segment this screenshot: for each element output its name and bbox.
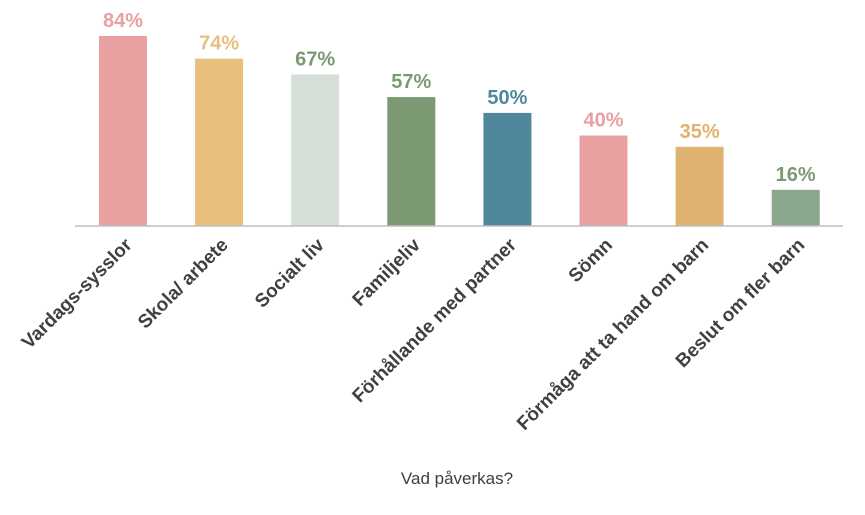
category-label-4: Familjeliv bbox=[349, 234, 425, 310]
value-label-2: 74% bbox=[199, 33, 239, 55]
bar-4 bbox=[387, 97, 436, 226]
bar-6 bbox=[579, 135, 628, 226]
bar-1 bbox=[99, 36, 147, 226]
bar-3 bbox=[291, 74, 340, 226]
category-label-2: Skola/ arbete bbox=[134, 235, 232, 333]
bar-8 bbox=[771, 189, 820, 226]
value-label-5: 50% bbox=[487, 87, 527, 109]
bars-group bbox=[99, 36, 820, 226]
category-label-6: Sömn bbox=[565, 235, 617, 287]
value-label-4: 57% bbox=[391, 71, 431, 93]
category-label-5: Förhållande med partner bbox=[349, 234, 522, 407]
category-label-1: Vardags-sysslor bbox=[18, 234, 137, 353]
bar-5 bbox=[483, 112, 532, 226]
value-labels-group: 84% 74% 67% 57% 50% 40% 35% 16% bbox=[103, 10, 816, 186]
category-label-7: Förmåga att ta hand om barn bbox=[513, 235, 713, 435]
value-label-6: 40% bbox=[583, 110, 623, 132]
bar-7 bbox=[675, 146, 724, 226]
bar-2 bbox=[195, 58, 244, 226]
category-label-3: Socialt liv bbox=[251, 234, 329, 312]
value-label-3: 67% bbox=[295, 48, 335, 70]
value-label-1: 84% bbox=[103, 10, 143, 32]
value-label-7: 35% bbox=[680, 121, 720, 143]
value-label-8: 16% bbox=[776, 164, 816, 186]
x-axis-title: Vad påverkas? bbox=[401, 469, 513, 488]
